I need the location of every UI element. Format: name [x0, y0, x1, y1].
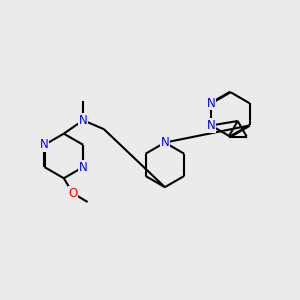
- Text: N: N: [207, 97, 215, 110]
- Text: N: N: [207, 119, 215, 132]
- Text: N: N: [79, 114, 88, 127]
- Text: N: N: [79, 160, 88, 174]
- Text: N: N: [160, 136, 169, 149]
- Text: N: N: [40, 138, 49, 151]
- Text: O: O: [68, 187, 77, 200]
